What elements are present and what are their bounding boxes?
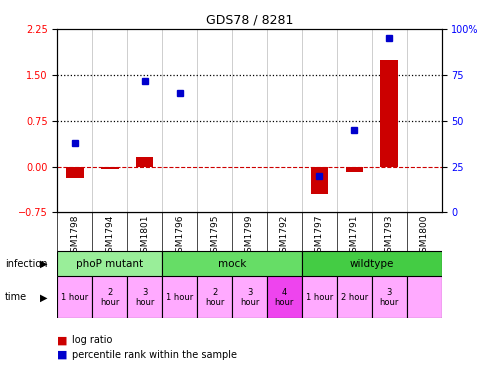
Text: 2
hour: 2 hour (100, 288, 119, 307)
Bar (372, 276, 407, 318)
Text: ■: ■ (57, 350, 68, 360)
Text: infection: infection (5, 258, 47, 269)
Bar (337, 276, 372, 318)
Bar (101, 167, 119, 169)
Bar (66, 167, 84, 178)
Bar (380, 60, 398, 167)
Bar (162, 251, 302, 276)
Text: 3
hour: 3 hour (380, 288, 399, 307)
Text: 2 hour: 2 hour (341, 293, 368, 302)
Bar (302, 251, 442, 276)
Text: 2
hour: 2 hour (205, 288, 224, 307)
Title: GDS78 / 8281: GDS78 / 8281 (206, 14, 293, 27)
Text: GSM1791: GSM1791 (350, 214, 359, 258)
Text: GSM1796: GSM1796 (175, 214, 184, 258)
Bar (310, 167, 328, 194)
Bar (267, 276, 302, 318)
Bar (136, 157, 154, 167)
Text: GSM1800: GSM1800 (420, 214, 429, 258)
Bar (92, 276, 127, 318)
Text: 1 hour: 1 hour (61, 293, 88, 302)
Text: phoP mutant: phoP mutant (76, 258, 143, 269)
Bar (232, 276, 267, 318)
Bar (57, 276, 92, 318)
Text: GSM1801: GSM1801 (140, 214, 149, 258)
Text: mock: mock (218, 258, 246, 269)
Text: GSM1793: GSM1793 (385, 214, 394, 258)
Bar (345, 167, 363, 172)
Bar (302, 276, 337, 318)
Bar (197, 276, 232, 318)
Text: 1 hour: 1 hour (306, 293, 333, 302)
Text: wildtype: wildtype (350, 258, 394, 269)
Text: 1 hour: 1 hour (166, 293, 193, 302)
Text: GSM1792: GSM1792 (280, 214, 289, 258)
Bar (162, 276, 197, 318)
Text: 4
hour: 4 hour (275, 288, 294, 307)
Bar (57, 251, 162, 276)
Text: percentile rank within the sample: percentile rank within the sample (72, 350, 238, 360)
Text: time: time (5, 292, 27, 302)
Bar (127, 276, 162, 318)
Text: 3
hour: 3 hour (240, 288, 259, 307)
Text: ▶: ▶ (40, 292, 47, 302)
Text: 3
hour: 3 hour (135, 288, 154, 307)
Text: GSM1795: GSM1795 (210, 214, 219, 258)
Text: ▶: ▶ (40, 258, 47, 269)
Bar (407, 276, 442, 318)
Text: ■: ■ (57, 335, 68, 346)
Text: GSM1794: GSM1794 (105, 214, 114, 258)
Text: GSM1799: GSM1799 (245, 214, 254, 258)
Text: GSM1798: GSM1798 (70, 214, 79, 258)
Text: GSM1797: GSM1797 (315, 214, 324, 258)
Text: log ratio: log ratio (72, 335, 113, 346)
